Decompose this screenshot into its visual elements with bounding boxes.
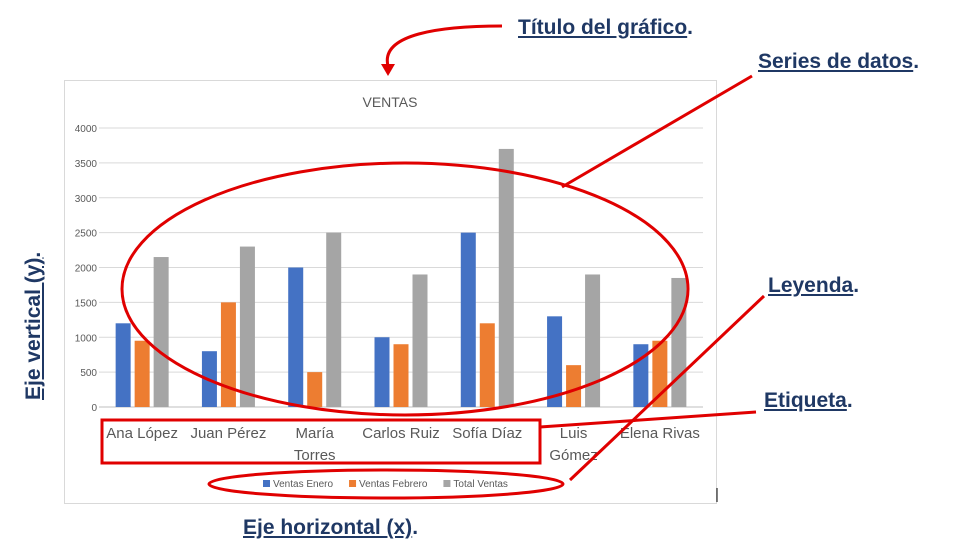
- bar-2-4: [393, 344, 409, 407]
- label-rectangle: [100, 418, 542, 465]
- bar-2-2: [220, 302, 236, 407]
- legend-label-1: Ventas Enero: [273, 479, 333, 490]
- y-tick-label: 2000: [75, 264, 98, 275]
- annotation-chart-title: Título del gráfico.: [518, 16, 693, 40]
- data-series-ellipse: [120, 161, 690, 417]
- legend-pointer: [568, 294, 766, 482]
- title-arrow-head: [381, 64, 395, 76]
- bar-2-7: [652, 340, 668, 407]
- legend: Ventas Enero Ventas Febrero Total Ventas: [263, 479, 508, 490]
- bar-2-1: [134, 340, 150, 407]
- legend-label-3: Total Ventas: [453, 479, 507, 490]
- annotation-legend: Leyenda.: [768, 274, 859, 298]
- x-tick-label: Luis: [560, 425, 588, 442]
- annotation-label-text: Etiqueta: [764, 389, 847, 412]
- y-tick-label: 500: [80, 368, 97, 379]
- y-tick-label: 0: [91, 403, 97, 414]
- bar-1-5: [460, 232, 476, 407]
- x-tick-label: Carlos Ruiz: [362, 425, 440, 442]
- x-tick-label: Ana López: [106, 425, 178, 442]
- x-tick-label: Sofía Díaz: [452, 425, 522, 442]
- y-tick-label: 1000: [75, 333, 98, 344]
- annotation-chart-title-text: Título del gráfico: [518, 16, 688, 39]
- bar-1-3: [288, 267, 304, 407]
- annotation-period: .: [846, 389, 853, 412]
- x-tick-label: María: [296, 425, 335, 442]
- legend-label-2: Ventas Febrero: [359, 479, 428, 490]
- annotation-x-axis: Eje horizontal (x).: [243, 516, 418, 540]
- bar-3-7: [671, 277, 687, 407]
- annotation-period: .: [913, 50, 920, 73]
- y-tick-label: 4000: [75, 124, 98, 135]
- bar-2-5: [479, 323, 495, 407]
- annotation-y-axis: Eje vertical (y).: [22, 252, 46, 400]
- bar-3-6: [585, 274, 601, 407]
- legend-swatch-1: [263, 480, 270, 487]
- annotation-period: .: [22, 251, 45, 258]
- bar-3-3: [326, 232, 342, 407]
- x-tick-label: Torres: [294, 447, 336, 464]
- annotation-legend-text: Leyenda: [768, 274, 854, 297]
- legend-ellipse: [207, 468, 565, 500]
- annotation-data-series: Series de datos.: [758, 50, 919, 74]
- y-tick-label: 1500: [75, 298, 98, 309]
- y-tick-label: 3500: [75, 159, 98, 170]
- annotation-x-axis-text: Eje horizontal (x): [243, 516, 413, 539]
- legend-swatch-2: [349, 480, 357, 487]
- bar-2-6: [566, 365, 582, 407]
- annotation-period: .: [412, 516, 419, 539]
- bar-3-1: [153, 257, 169, 407]
- y-axis-ticks: 0 500 1000 1500 2000 2500 3000 3500 4000: [75, 124, 98, 414]
- bar-1-1: [115, 323, 131, 407]
- y-tick-label: 3000: [75, 194, 98, 205]
- bar-3-4: [412, 274, 428, 407]
- gridlines: [99, 127, 703, 373]
- series-pointer: [561, 74, 753, 189]
- annotation-data-series-text: Series de datos: [758, 50, 914, 73]
- bar-1-6: [547, 316, 563, 407]
- annotation-label: Etiqueta.: [764, 389, 853, 413]
- annotation-period: .: [687, 16, 694, 39]
- bar-series: [115, 148, 687, 408]
- title-arrow: [385, 24, 503, 67]
- annotation-period: .: [853, 274, 860, 297]
- annotation-y-axis-text: Eje vertical (y): [22, 257, 45, 400]
- x-tick-label: Gómez: [549, 447, 597, 464]
- bar-3-5: [498, 148, 514, 408]
- y-tick-label: 2500: [75, 229, 98, 240]
- chart-title: VENTAS: [363, 94, 418, 110]
- x-tick-label: Elena Rivas: [620, 425, 700, 442]
- chart-area: [64, 80, 717, 504]
- x-axis-ticks: Ana López Juan Pérez María Torres Carlos Rui…: [106, 425, 700, 464]
- legend-swatch-3: [443, 480, 451, 487]
- bar-2-3: [307, 372, 323, 407]
- bar-3-2: [239, 246, 255, 407]
- x-tick-label: Juan Pérez: [190, 425, 266, 442]
- bar-1-4: [374, 337, 390, 407]
- label-pointer: [539, 410, 757, 429]
